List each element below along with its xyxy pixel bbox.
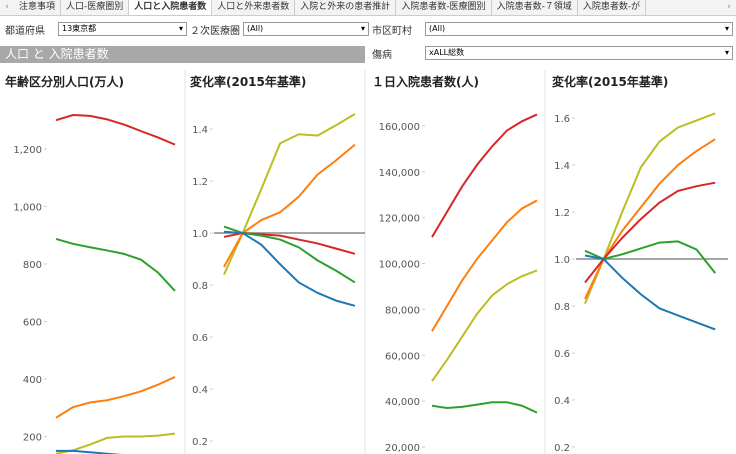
y-tick-label: 80,000 — [385, 305, 420, 316]
y-tick-label: 0.4 — [554, 396, 570, 407]
y-tick-label: 0.6 — [192, 333, 208, 344]
line-series — [584, 254, 716, 331]
y-tick-label: 200 — [23, 432, 42, 443]
line-series — [55, 114, 176, 146]
y-tick-label: 600 — [23, 317, 42, 328]
line-series — [431, 199, 538, 332]
line-series — [223, 232, 356, 255]
line-series — [55, 432, 176, 454]
y-tick-label: 0.8 — [554, 302, 570, 313]
line-series — [584, 138, 716, 300]
y-tick-label: 0.2 — [192, 437, 208, 448]
y-tick-label: 1.0 — [192, 229, 208, 240]
y-tick-label: 140,000 — [379, 168, 420, 179]
tab[interactable]: 人口と外来患者数 — [212, 0, 296, 15]
filter-label: 市区町村 — [372, 26, 412, 37]
y-tick-label: 1.6 — [554, 114, 570, 125]
filter-dropdown[interactable]: xALL総数 — [425, 46, 733, 60]
y-tick-label: 1.4 — [192, 125, 208, 136]
y-tick-label: 0.4 — [192, 385, 208, 396]
filter-label: ２次医療圏 — [190, 26, 240, 37]
tab[interactable]: 入院と外来の患者推計 — [295, 0, 397, 15]
line-series — [584, 240, 716, 274]
y-tick-label: 0.8 — [192, 281, 208, 292]
filter-dropdown[interactable]: 13東京都 — [58, 22, 187, 36]
y-tick-label: 1.2 — [192, 177, 208, 188]
tab[interactable]: 入院患者数-医療圏別 — [396, 0, 492, 15]
chart-title: 年齢区分別人口(万人) — [5, 74, 124, 89]
chart-title: １日入院患者数(人) — [372, 74, 479, 89]
y-tick-label: 0.2 — [554, 443, 570, 454]
line-series — [584, 112, 716, 305]
y-tick-label: 60,000 — [385, 351, 420, 362]
y-tick-label: 160,000 — [379, 122, 420, 133]
line-series — [431, 113, 538, 238]
line-series — [55, 237, 176, 292]
section-title: 人口 と 入院患者数 — [0, 46, 365, 63]
filter-label: 都道府県 — [5, 26, 45, 37]
tab[interactable]: 入院患者数-が — [578, 0, 647, 15]
tab[interactable]: 注意事項 — [14, 0, 62, 15]
line-series — [431, 269, 538, 382]
filter-label: 傷病 — [372, 50, 392, 61]
line-series — [223, 225, 356, 284]
y-tick-label: 100,000 — [379, 260, 420, 271]
tab-next[interactable]: › — [722, 0, 736, 15]
tab-prev[interactable]: ‹ — [5, 2, 9, 12]
y-tick-label: 1.2 — [554, 208, 570, 219]
y-tick-label: 20,000 — [385, 443, 420, 454]
tab[interactable]: 入院患者数-７領域 — [492, 0, 578, 15]
y-tick-label: 1.4 — [554, 161, 570, 172]
tab-bar: ‹ 注意事項 人口-医療圏別 人口と入院患者数 人口と外来患者数 入院と外来の患者推計入… — [0, 0, 736, 16]
tab[interactable]: 人口-医療圏別 — [61, 0, 130, 15]
tab[interactable]: 人口と入院患者数 — [129, 0, 213, 15]
line-series — [431, 401, 538, 414]
chart-title: 変化率(2015年基準) — [552, 74, 668, 89]
line-series — [223, 230, 356, 307]
line-series — [223, 113, 356, 276]
y-tick-label: 1.0 — [554, 255, 570, 266]
y-tick-label: 40,000 — [385, 397, 420, 408]
y-tick-label: 800 — [23, 260, 42, 271]
y-tick-label: 400 — [23, 375, 42, 386]
line-series — [584, 181, 716, 284]
line-series — [223, 143, 356, 268]
y-tick-label: 1,000 — [13, 202, 42, 213]
y-tick-label: 0.6 — [554, 349, 570, 360]
y-tick-label: 120,000 — [379, 214, 420, 225]
filter-dropdown[interactable]: (All) — [243, 22, 369, 36]
filter-dropdown[interactable]: (All) — [425, 22, 733, 36]
y-tick-label: 1,200 — [13, 145, 42, 156]
line-series — [55, 376, 176, 419]
chart-title: 変化率(2015年基準) — [190, 74, 306, 89]
